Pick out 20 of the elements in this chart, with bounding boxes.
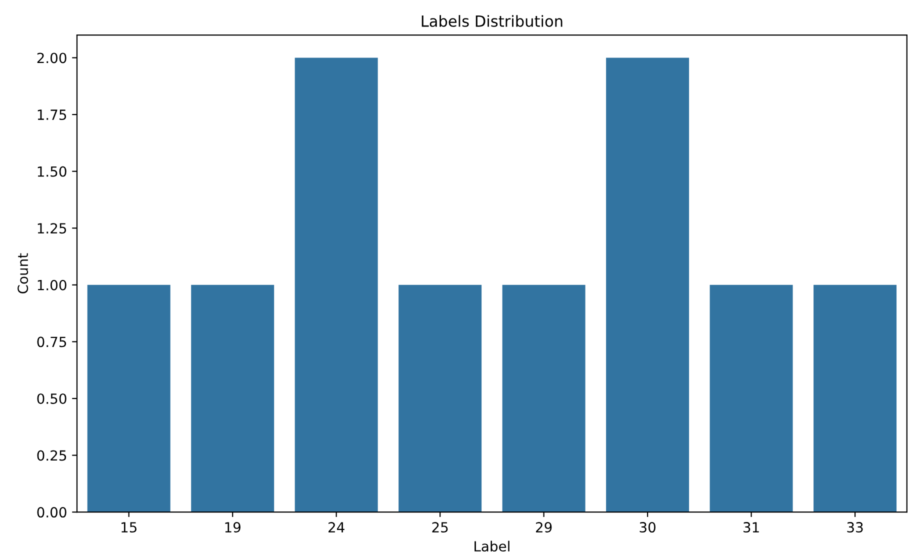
chart-title: Labels Distribution bbox=[422, 15, 562, 27]
x-tick-label: 24 bbox=[328, 522, 344, 532]
y-tick-label: 1.50 bbox=[38, 166, 66, 177]
x-tick-label: 15 bbox=[122, 522, 136, 533]
y-axis-title: Count bbox=[18, 253, 28, 294]
x-tick-label: 25 bbox=[432, 522, 448, 533]
x-tick-label: 31 bbox=[744, 522, 759, 533]
x-tick-label: 30 bbox=[640, 522, 656, 533]
x-axis-title: Label bbox=[474, 540, 510, 552]
x-tick-label: 29 bbox=[536, 522, 552, 533]
y-tick-label: 1.25 bbox=[38, 223, 66, 234]
x-tick-label: 19 bbox=[225, 522, 240, 533]
y-tick-label: 2.00 bbox=[37, 52, 66, 64]
y-tick-label: 0.50 bbox=[37, 393, 66, 404]
x-tick-label: 33 bbox=[847, 522, 863, 533]
y-tick-label: 0.00 bbox=[37, 507, 66, 518]
y-tick-label: 0.75 bbox=[37, 336, 66, 348]
y-tick-label: 1.75 bbox=[38, 110, 66, 120]
y-tick-label: 0.25 bbox=[37, 450, 66, 461]
y-tick-label: 1.00 bbox=[38, 280, 66, 290]
